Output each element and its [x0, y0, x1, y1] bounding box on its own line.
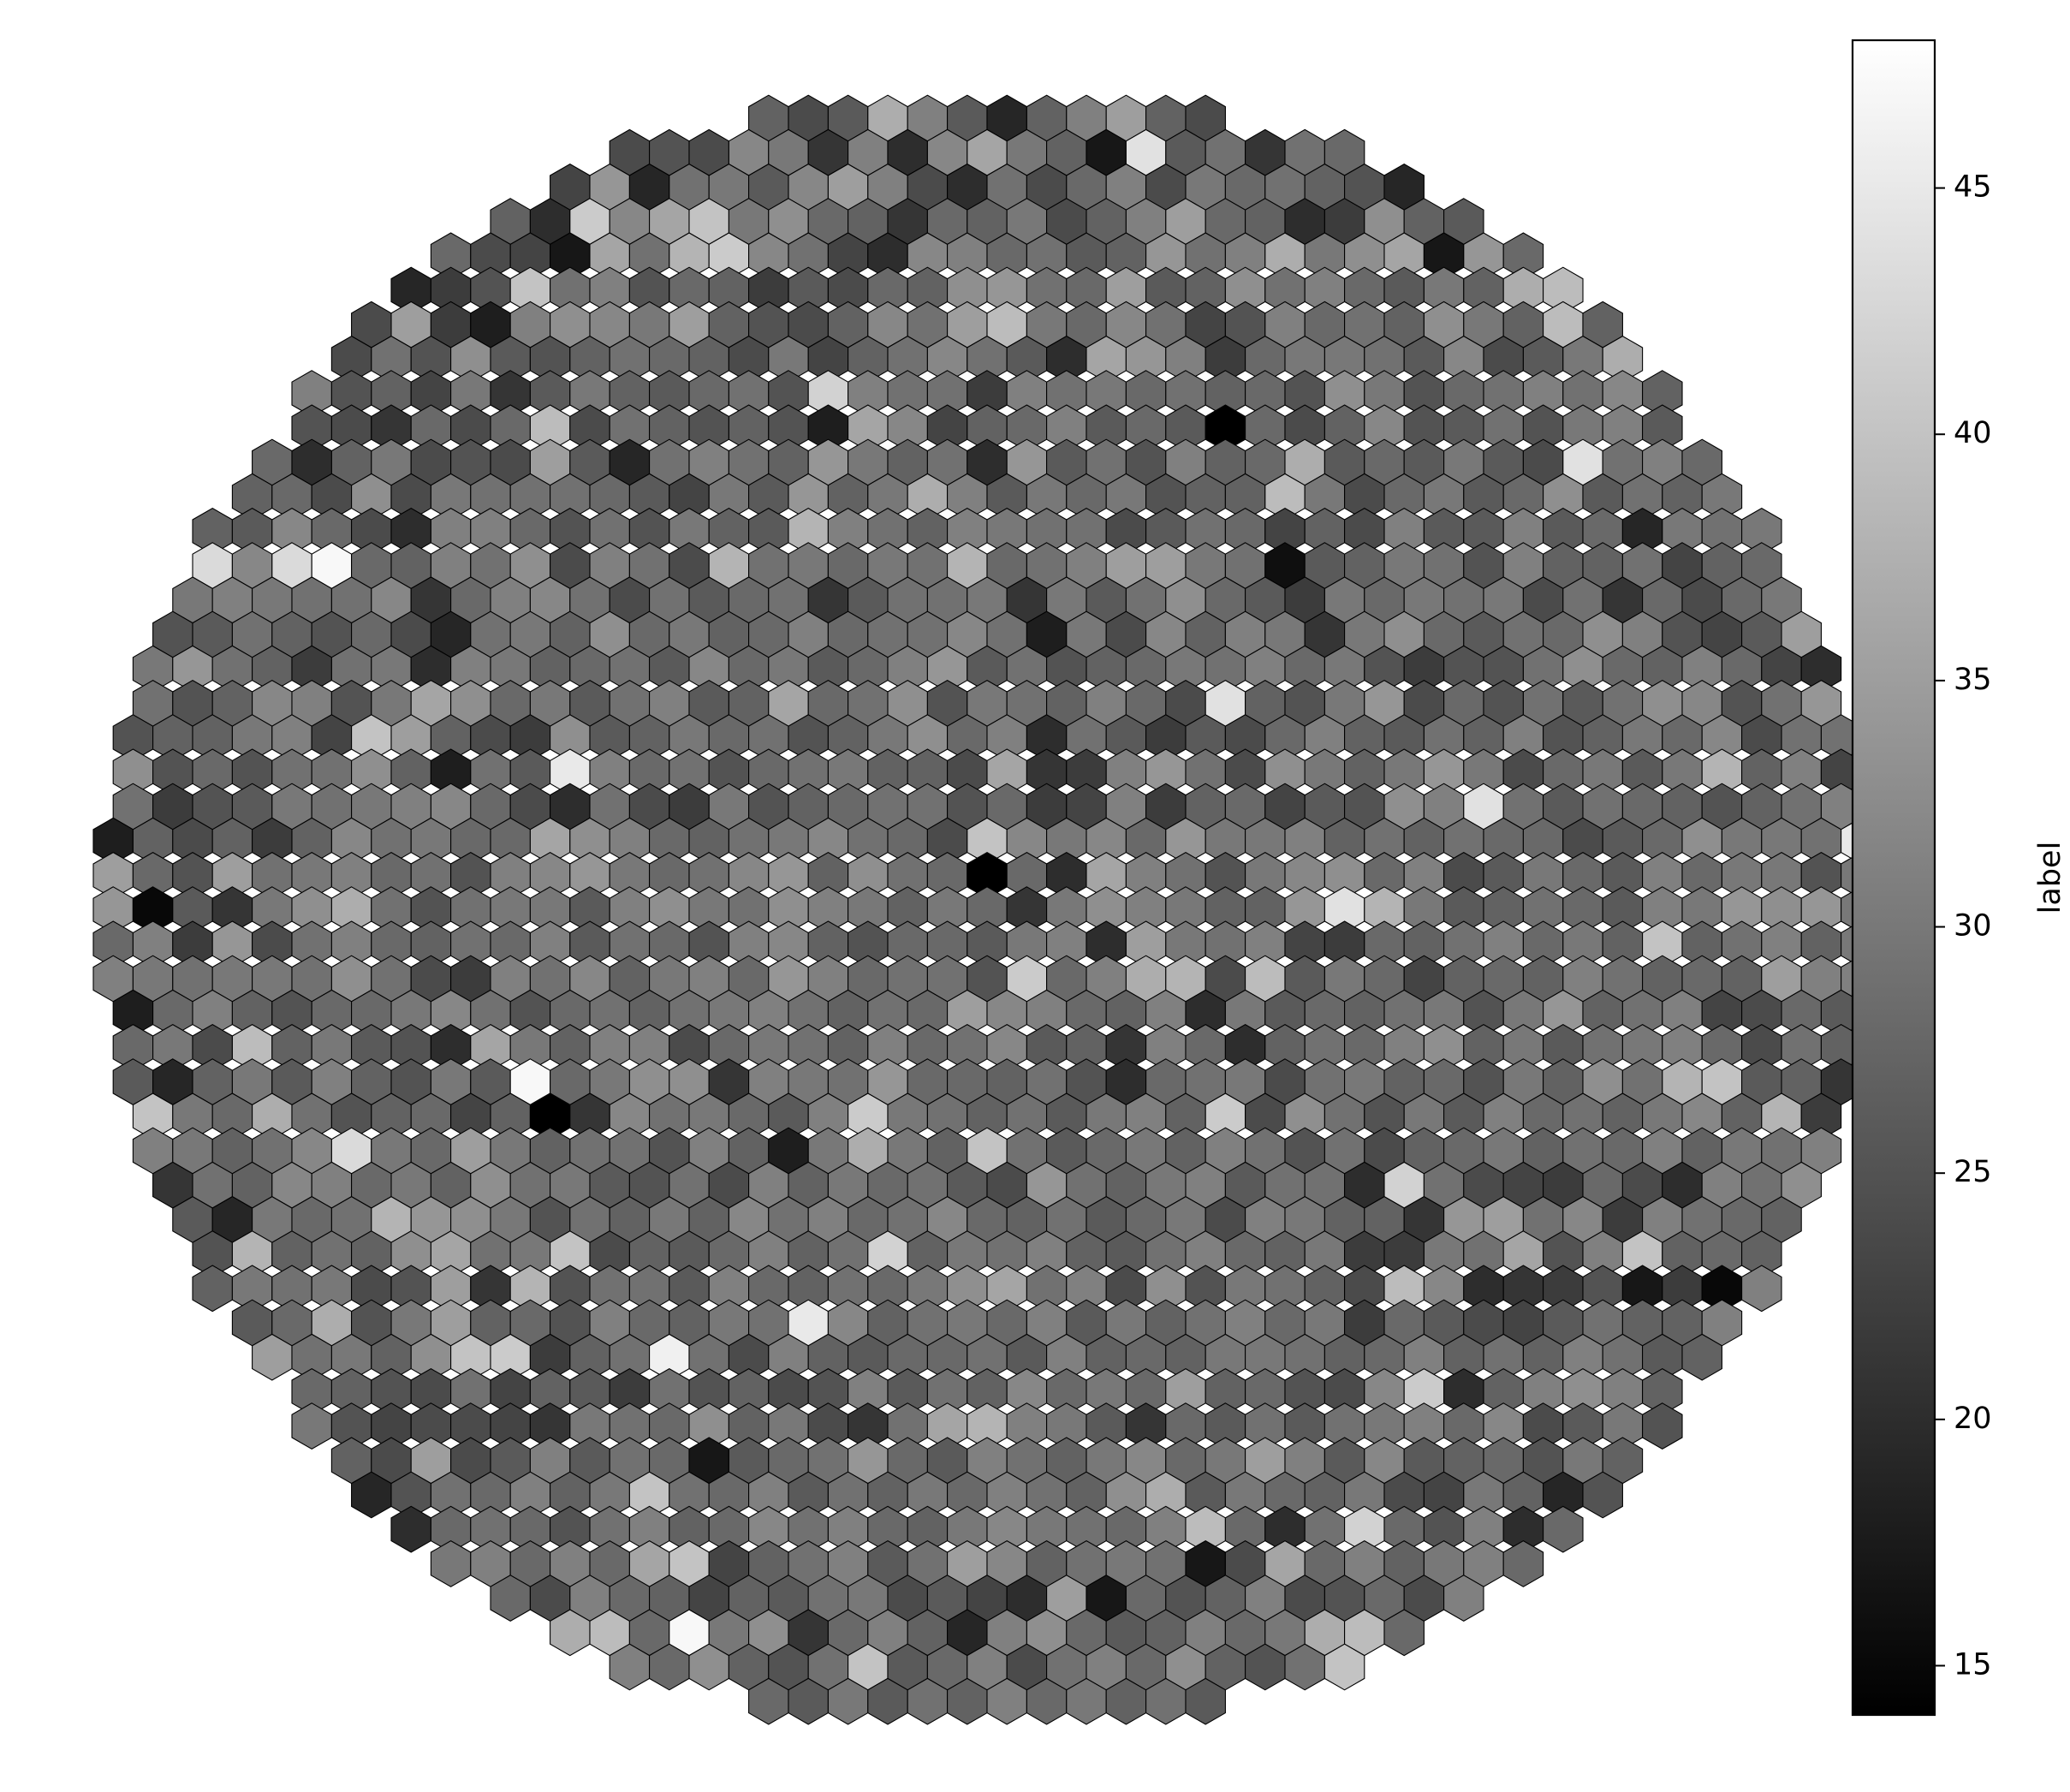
colorbar-tick-label: 40 — [1954, 416, 1992, 450]
colorbar-tick-label: 20 — [1954, 1402, 1992, 1436]
hex-cell — [1383, 1609, 1425, 1657]
hexagon-grid — [92, 94, 1882, 1725]
colorbar-tick-label: 25 — [1954, 1155, 1992, 1189]
hex-cell — [1741, 1265, 1782, 1313]
colorbar-tick-label: 35 — [1954, 663, 1992, 697]
hex-cell — [1443, 1575, 1484, 1622]
colorbar: 15 20 25 30 35 40 45 label — [1851, 39, 2067, 1717]
hex-cell — [1543, 1505, 1584, 1553]
hex-cell — [1323, 1643, 1365, 1691]
hex-cell — [192, 1265, 233, 1313]
hex-cell — [1502, 1539, 1544, 1587]
hex-cell — [390, 1505, 431, 1553]
colorbar-tick-label: 30 — [1954, 909, 1992, 944]
hex-cell — [1642, 1402, 1683, 1450]
colorbar-label: label — [2033, 842, 2067, 914]
hex-cell — [1185, 1677, 1226, 1725]
hex-cell — [1582, 1471, 1623, 1519]
colorbar-gradient — [1851, 39, 1936, 1717]
hex-cell — [430, 1539, 472, 1587]
colorbar-tick-label: 15 — [1954, 1647, 1992, 1682]
colorbar-ticks: 15 20 25 30 35 40 45 — [1935, 170, 1992, 1682]
colorbar-tick-label: 45 — [1954, 170, 1992, 205]
hex-cell — [291, 1402, 332, 1450]
hex-cell — [1681, 1333, 1722, 1381]
